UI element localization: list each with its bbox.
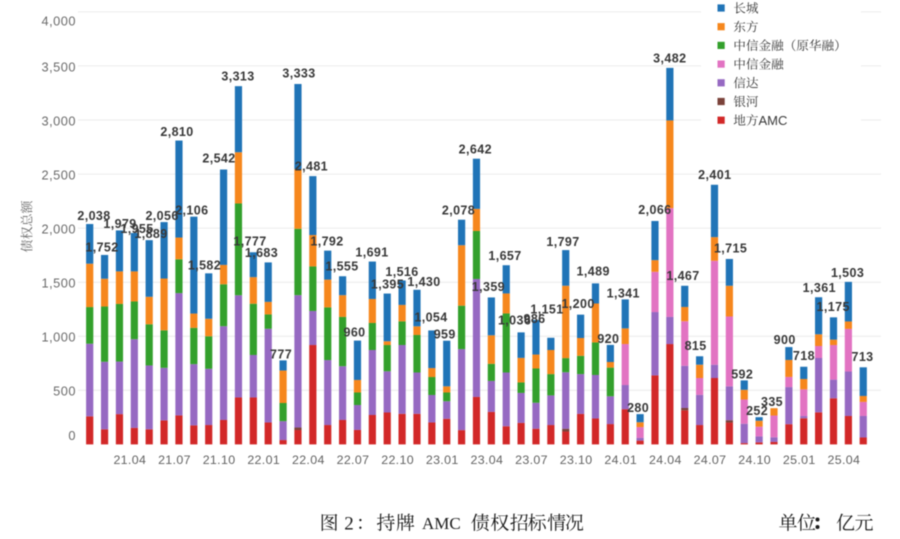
- svg-text:22.07: 22.07: [337, 453, 370, 467]
- svg-text:21.07: 21.07: [158, 453, 191, 467]
- svg-text:2,106: 2,106: [175, 204, 208, 218]
- svg-text:23.10: 23.10: [560, 453, 593, 467]
- svg-text:2,066: 2,066: [638, 203, 671, 217]
- svg-text:25.01: 25.01: [783, 453, 816, 467]
- svg-text:1,430: 1,430: [407, 275, 440, 289]
- svg-text:24.01: 24.01: [604, 453, 637, 467]
- svg-text:2,810: 2,810: [160, 125, 193, 139]
- svg-text:1,489: 1,489: [577, 265, 610, 279]
- svg-text:2,642: 2,642: [459, 143, 492, 157]
- svg-text:1,000: 1,000: [41, 330, 76, 345]
- svg-text:24.04: 24.04: [649, 453, 682, 467]
- svg-text:21.04: 21.04: [113, 453, 146, 467]
- svg-text:1,200: 1,200: [561, 297, 594, 311]
- svg-text:23.04: 23.04: [470, 453, 503, 467]
- svg-text:AMC: AMC: [759, 113, 788, 128]
- svg-text:252: 252: [746, 404, 768, 418]
- svg-text:1,361: 1,361: [803, 281, 836, 295]
- svg-text:1,889: 1,889: [134, 227, 167, 241]
- svg-text:2: 2: [344, 514, 354, 535]
- svg-text:280: 280: [627, 401, 649, 415]
- svg-text:0: 0: [68, 428, 76, 443]
- svg-text:718: 718: [793, 349, 815, 363]
- svg-text:2,500: 2,500: [41, 168, 76, 183]
- svg-text:2,078: 2,078: [442, 204, 475, 218]
- svg-text:815: 815: [685, 339, 707, 353]
- svg-text:1,683: 1,683: [245, 246, 278, 260]
- svg-text:23.07: 23.07: [515, 453, 548, 467]
- svg-text:3,500: 3,500: [41, 59, 76, 74]
- svg-text:335: 335: [761, 395, 783, 409]
- svg-text:2,056: 2,056: [145, 209, 178, 223]
- svg-text:4,000: 4,000: [41, 14, 76, 29]
- svg-text:1,797: 1,797: [546, 235, 579, 249]
- svg-text:920: 920: [597, 332, 619, 346]
- svg-text:1,151: 1,151: [530, 303, 563, 317]
- svg-text:21.10: 21.10: [203, 453, 236, 467]
- svg-text:3,482: 3,482: [653, 52, 686, 66]
- svg-text:2,038: 2,038: [77, 209, 110, 223]
- svg-text:900: 900: [774, 333, 796, 347]
- svg-text:1,792: 1,792: [310, 235, 343, 249]
- svg-text:960: 960: [343, 325, 365, 339]
- svg-text:1,359: 1,359: [472, 280, 505, 294]
- svg-text:1,054: 1,054: [414, 311, 447, 325]
- svg-text:1,467: 1,467: [666, 269, 699, 283]
- svg-text:2,481: 2,481: [295, 159, 328, 173]
- svg-text:22.01: 22.01: [247, 453, 280, 467]
- svg-text:1,582: 1,582: [188, 259, 221, 273]
- svg-text:1,657: 1,657: [488, 249, 521, 263]
- svg-text:1,955: 1,955: [120, 222, 153, 236]
- svg-text:24.10: 24.10: [738, 453, 771, 467]
- svg-text:2,542: 2,542: [202, 152, 235, 166]
- svg-text:1,715: 1,715: [714, 242, 747, 256]
- svg-text:2,000: 2,000: [41, 222, 76, 237]
- svg-text:986: 986: [523, 312, 545, 326]
- svg-text:25.04: 25.04: [827, 453, 860, 467]
- svg-text:23.01: 23.01: [426, 453, 459, 467]
- svg-text:1,395: 1,395: [371, 278, 404, 292]
- svg-text:1,555: 1,555: [325, 260, 358, 274]
- svg-text:1,341: 1,341: [607, 286, 640, 300]
- svg-text:1,979: 1,979: [103, 217, 136, 231]
- svg-text:22.04: 22.04: [292, 453, 325, 467]
- svg-text:1,516: 1,516: [385, 265, 418, 279]
- svg-text:1,175: 1,175: [817, 300, 850, 314]
- svg-text:1,036: 1,036: [498, 313, 531, 327]
- svg-text:1,752: 1,752: [85, 241, 118, 255]
- svg-text:24.07: 24.07: [694, 453, 727, 467]
- svg-text:713: 713: [851, 350, 873, 364]
- svg-text:3,333: 3,333: [282, 67, 315, 81]
- svg-text:500: 500: [53, 384, 76, 399]
- svg-text:AMC: AMC: [422, 514, 461, 533]
- svg-text:1,691: 1,691: [355, 246, 388, 260]
- svg-text:592: 592: [731, 367, 753, 381]
- svg-text:959: 959: [434, 328, 456, 342]
- svg-text:777: 777: [270, 347, 292, 361]
- svg-text:3,000: 3,000: [41, 114, 76, 129]
- svg-text:2,401: 2,401: [698, 168, 731, 182]
- svg-text:1,503: 1,503: [831, 266, 864, 280]
- svg-text:1,500: 1,500: [41, 276, 76, 291]
- svg-text:3,313: 3,313: [221, 70, 254, 84]
- svg-text:22.10: 22.10: [381, 453, 414, 467]
- svg-text:1,777: 1,777: [233, 235, 266, 249]
